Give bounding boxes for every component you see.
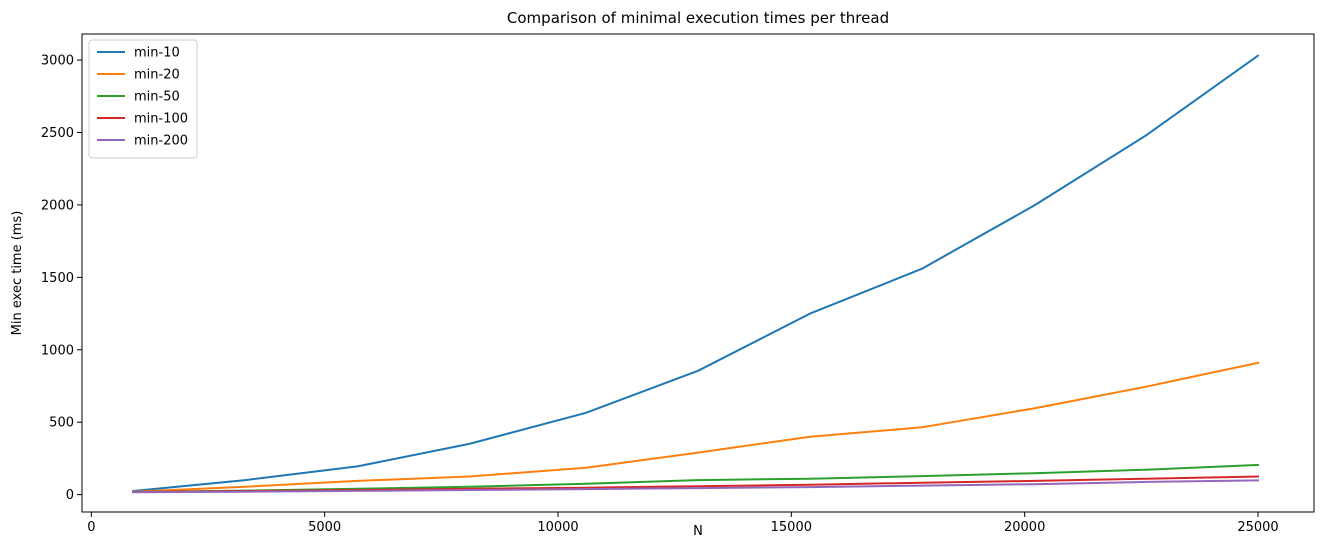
y-tick-label: 0 bbox=[66, 488, 74, 503]
legend-label-min-50: min-50 bbox=[134, 90, 180, 105]
y-tick-label: 1500 bbox=[41, 271, 74, 286]
y-tick-label: 500 bbox=[49, 416, 74, 431]
series-line-min-10 bbox=[132, 54, 1260, 493]
x-tick-label: 0 bbox=[87, 520, 95, 535]
legend-label-min-20: min-20 bbox=[134, 68, 180, 83]
y-tick-label: 3000 bbox=[41, 54, 74, 69]
y-tick-label: 1000 bbox=[41, 343, 74, 358]
chart-title: Comparison of minimal execution times pe… bbox=[507, 9, 889, 27]
legend-label-min-200: min-200 bbox=[134, 134, 188, 149]
x-tick-label: 25000 bbox=[1237, 520, 1278, 535]
axes-frame bbox=[81, 33, 1315, 513]
legend: min-10 min-20 min-50 min-100 min-200 bbox=[88, 39, 198, 159]
x-axis-title: N bbox=[693, 524, 703, 539]
series-line-min-20 bbox=[132, 361, 1260, 493]
series-line-min-200 bbox=[132, 479, 1260, 494]
x-tick-label: 15000 bbox=[771, 520, 812, 535]
plot-area: 0 5000 10000 15000 20000 25000 0 500 1000 1500 200… bbox=[41, 33, 1315, 535]
legend-label-min-10: min-10 bbox=[134, 46, 180, 61]
x-tick-label: 20000 bbox=[1004, 520, 1045, 535]
legend-label-min-100: min-100 bbox=[134, 112, 188, 127]
y-tick-label: 2000 bbox=[41, 198, 74, 213]
x-tick-label: 5000 bbox=[308, 520, 341, 535]
y-axis-title: Min exec time (ms) bbox=[10, 211, 25, 336]
legend-box bbox=[88, 39, 198, 159]
x-tick-label: 10000 bbox=[537, 520, 578, 535]
y-tick-label: 2500 bbox=[41, 126, 74, 141]
